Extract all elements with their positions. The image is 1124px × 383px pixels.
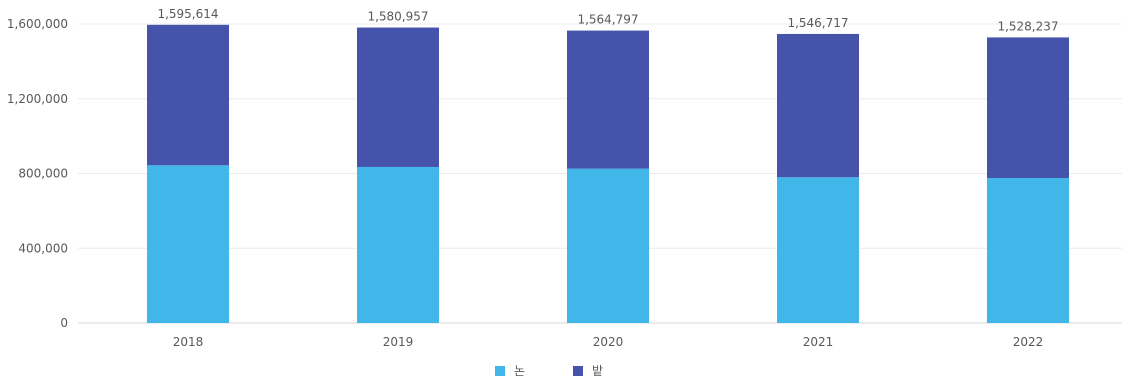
x-tick-label-2021: 2021 [803,335,834,349]
y-tick-label: 0 [60,316,68,330]
x-tick-label-2020: 2020 [593,335,624,349]
total-label-2020: 1,564,797 [577,13,638,27]
bar-total-labels: 1,595,614 1,580,957 1,564,797 1,546,717 1,52… [157,7,1058,34]
y-tick-label: 400,000 [18,241,68,255]
total-label-2018: 1,595,614 [157,7,218,21]
legend-label-field[interactable]: 밭 [592,364,603,378]
y-tick-label: 800,000 [18,167,68,181]
bars [147,24,1069,323]
bar-paddy-2020 [567,168,649,323]
y-tick-label: 1,200,000 [7,92,68,106]
bar-paddy-2022 [987,177,1069,323]
bar-field-2021 [777,33,859,178]
bar-paddy-2019 [357,166,439,323]
x-axis-tick-labels: 2018 2019 2020 2021 2022 [173,335,1044,349]
legend-swatch-paddy[interactable] [495,366,505,376]
bar-paddy-2021 [777,177,859,323]
total-label-2019: 1,580,957 [367,10,428,24]
x-tick-label-2018: 2018 [173,335,204,349]
bar-field-2018 [147,24,229,166]
x-tick-label-2019: 2019 [383,335,414,349]
bar-field-2020 [567,30,649,169]
y-tick-label: 1,600,000 [7,17,68,31]
total-label-2021: 1,546,717 [787,16,848,30]
legend-swatch-field[interactable] [573,366,583,376]
bar-field-2022 [987,37,1069,178]
x-tick-label-2022: 2022 [1013,335,1044,349]
bar-paddy-2018 [147,165,229,323]
total-label-2022: 1,528,237 [997,19,1058,33]
legend-label-paddy[interactable]: 논 [514,364,525,378]
bar-field-2019 [357,27,439,167]
y-axis-tick-labels: 0 400,000 800,000 1,200,000 1,600,000 [7,17,68,330]
